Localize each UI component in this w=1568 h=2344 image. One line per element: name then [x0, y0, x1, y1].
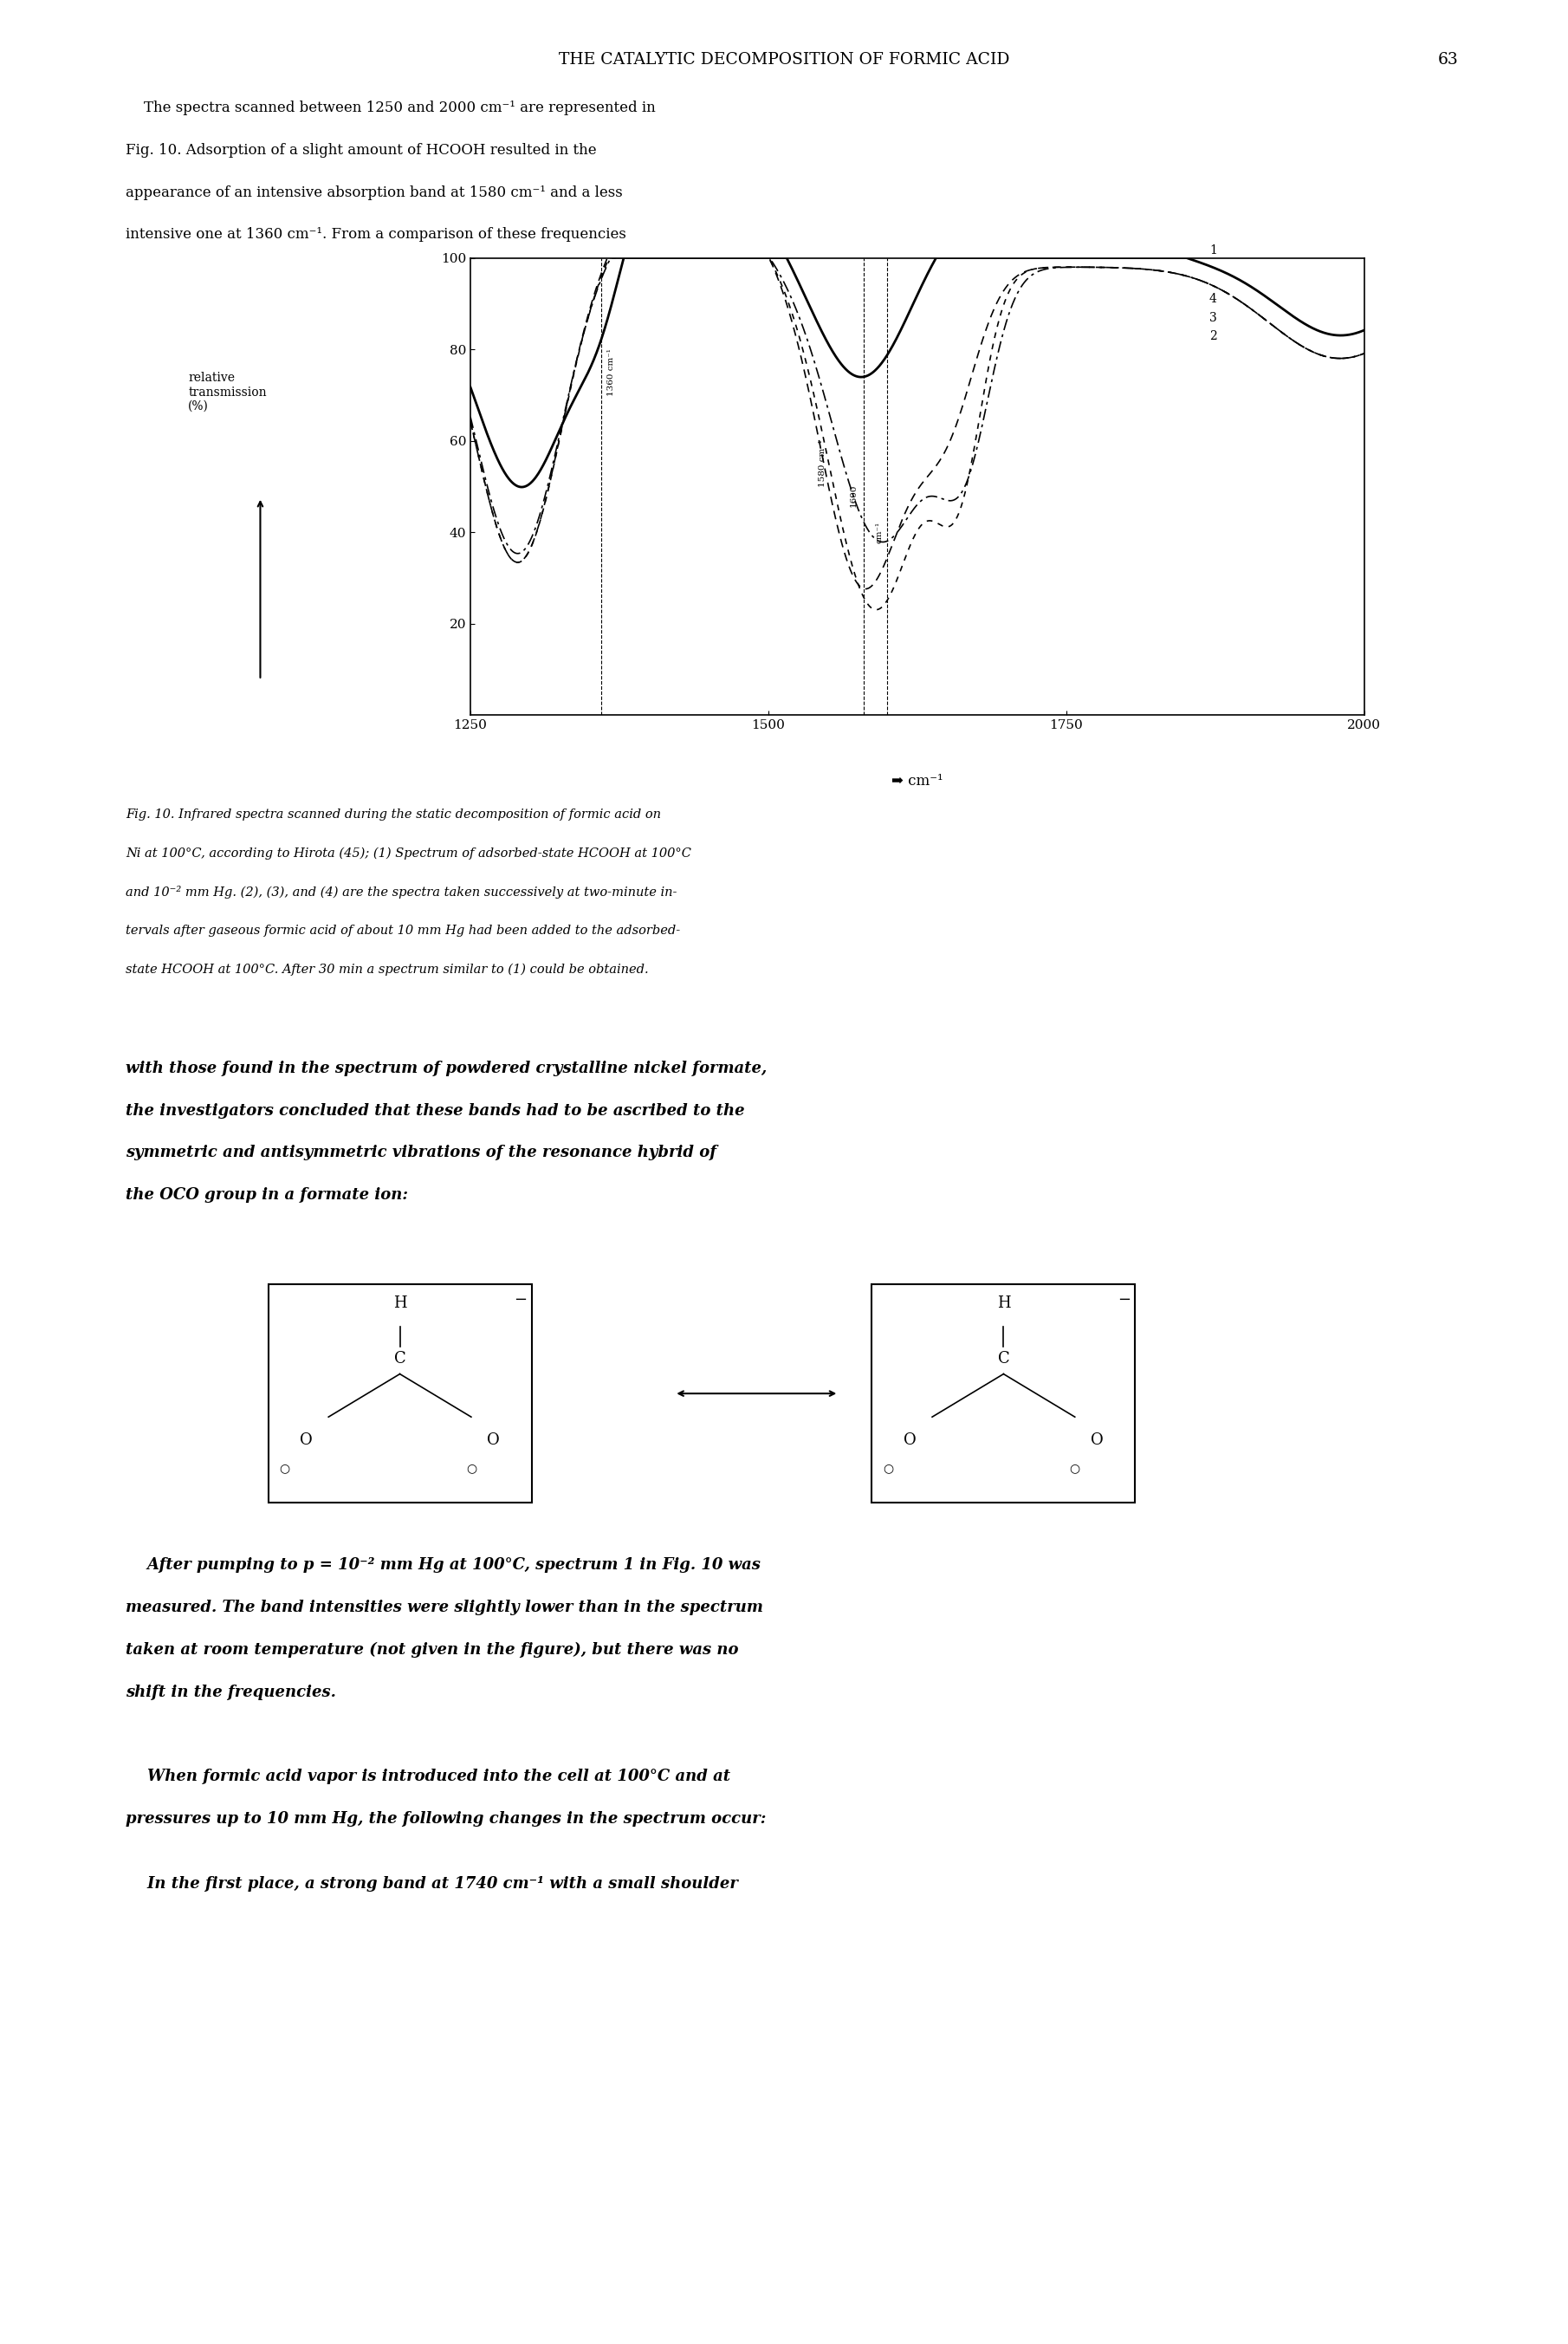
Text: The spectra scanned between 1250 and 2000 cm⁻¹ are represented in: The spectra scanned between 1250 and 200…: [125, 101, 655, 115]
Text: measured. The band intensities were slightly lower than in the spectrum: measured. The band intensities were slig…: [125, 1601, 764, 1615]
Text: H: H: [997, 1296, 1010, 1310]
Text: 3: 3: [1209, 312, 1217, 323]
Text: shift in the frequencies.: shift in the frequencies.: [125, 1685, 336, 1699]
Text: state HCOOH at 100°C. After 30 min a spectrum similar to (1) could be obtained.: state HCOOH at 100°C. After 30 min a spe…: [125, 963, 648, 975]
Text: the OCO group in a formate ion:: the OCO group in a formate ion:: [125, 1188, 408, 1202]
Text: After pumping to p = 10⁻² mm Hg at 100°C, spectrum 1 in Fig. 10 was: After pumping to p = 10⁻² mm Hg at 100°C…: [125, 1559, 760, 1573]
Text: ➡ cm⁻¹: ➡ cm⁻¹: [892, 774, 942, 788]
Text: O: O: [1090, 1432, 1104, 1449]
Text: C: C: [394, 1350, 406, 1367]
Text: the investigators concluded that these bands had to be ascribed to the: the investigators concluded that these b…: [125, 1104, 745, 1118]
Text: H: H: [394, 1296, 406, 1310]
Text: taken at room temperature (not given in the figure), but there was no: taken at room temperature (not given in …: [125, 1643, 739, 1657]
Text: 2: 2: [1209, 331, 1217, 342]
Text: with those found in the spectrum of powdered crystalline nickel formate,: with those found in the spectrum of powd…: [125, 1062, 767, 1076]
Text: −: −: [1118, 1292, 1131, 1308]
Text: Fig. 10. Adsorption of a slight amount of HCOOH resulted in the: Fig. 10. Adsorption of a slight amount o…: [125, 143, 596, 157]
Text: O: O: [486, 1432, 500, 1449]
Text: pressures up to 10 mm Hg, the following changes in the spectrum occur:: pressures up to 10 mm Hg, the following …: [125, 1812, 765, 1826]
Text: ○: ○: [279, 1463, 290, 1474]
Text: 1360 cm⁻¹: 1360 cm⁻¹: [607, 349, 615, 396]
Text: O: O: [299, 1432, 314, 1449]
Text: In the first place, a strong band at 1740 cm⁻¹ with a small shoulder: In the first place, a strong band at 174…: [125, 1878, 739, 1892]
Text: 1580 cm⁻¹: 1580 cm⁻¹: [818, 441, 826, 488]
Text: symmetric and antisymmetric vibrations of the resonance hybrid of: symmetric and antisymmetric vibrations o…: [125, 1146, 717, 1160]
Text: appearance of an intensive absorption band at 1580 cm⁻¹ and a less: appearance of an intensive absorption ba…: [125, 185, 622, 199]
Text: −: −: [514, 1292, 527, 1308]
Text: 63: 63: [1438, 52, 1458, 68]
Text: When formic acid vapor is introduced into the cell at 100°C and at: When formic acid vapor is introduced int…: [125, 1770, 731, 1784]
Text: tervals after gaseous formic acid of about 10 mm Hg had been added to the adsorb: tervals after gaseous formic acid of abo…: [125, 926, 681, 938]
Text: Ni at 100°C, according to Hirota (45); (1) Spectrum of adsorbed-state HCOOH at 1: Ni at 100°C, according to Hirota (45); (…: [125, 849, 691, 860]
Text: ○: ○: [883, 1463, 894, 1474]
Text: and 10⁻² mm Hg. (2), (3), and (4) are the spectra taken successively at two-minu: and 10⁻² mm Hg. (2), (3), and (4) are th…: [125, 886, 677, 900]
Text: ○: ○: [1069, 1463, 1080, 1474]
Text: intensive one at 1360 cm⁻¹. From a comparison of these frequencies: intensive one at 1360 cm⁻¹. From a compa…: [125, 227, 626, 241]
Text: 4: 4: [1209, 293, 1217, 305]
Text: THE CATALYTIC DECOMPOSITION OF FORMIC ACID: THE CATALYTIC DECOMPOSITION OF FORMIC AC…: [558, 52, 1010, 68]
Text: 1600: 1600: [850, 485, 858, 506]
Text: 1: 1: [1209, 244, 1217, 258]
Text: Fig. 10. Infrared spectra scanned during the static decomposition of formic acid: Fig. 10. Infrared spectra scanned during…: [125, 809, 660, 820]
Text: cm⁻¹: cm⁻¹: [875, 520, 883, 544]
Text: C: C: [997, 1350, 1010, 1367]
Text: ○: ○: [466, 1463, 477, 1474]
Text: relative
transmission
(%): relative transmission (%): [188, 373, 267, 413]
Text: O: O: [903, 1432, 917, 1449]
